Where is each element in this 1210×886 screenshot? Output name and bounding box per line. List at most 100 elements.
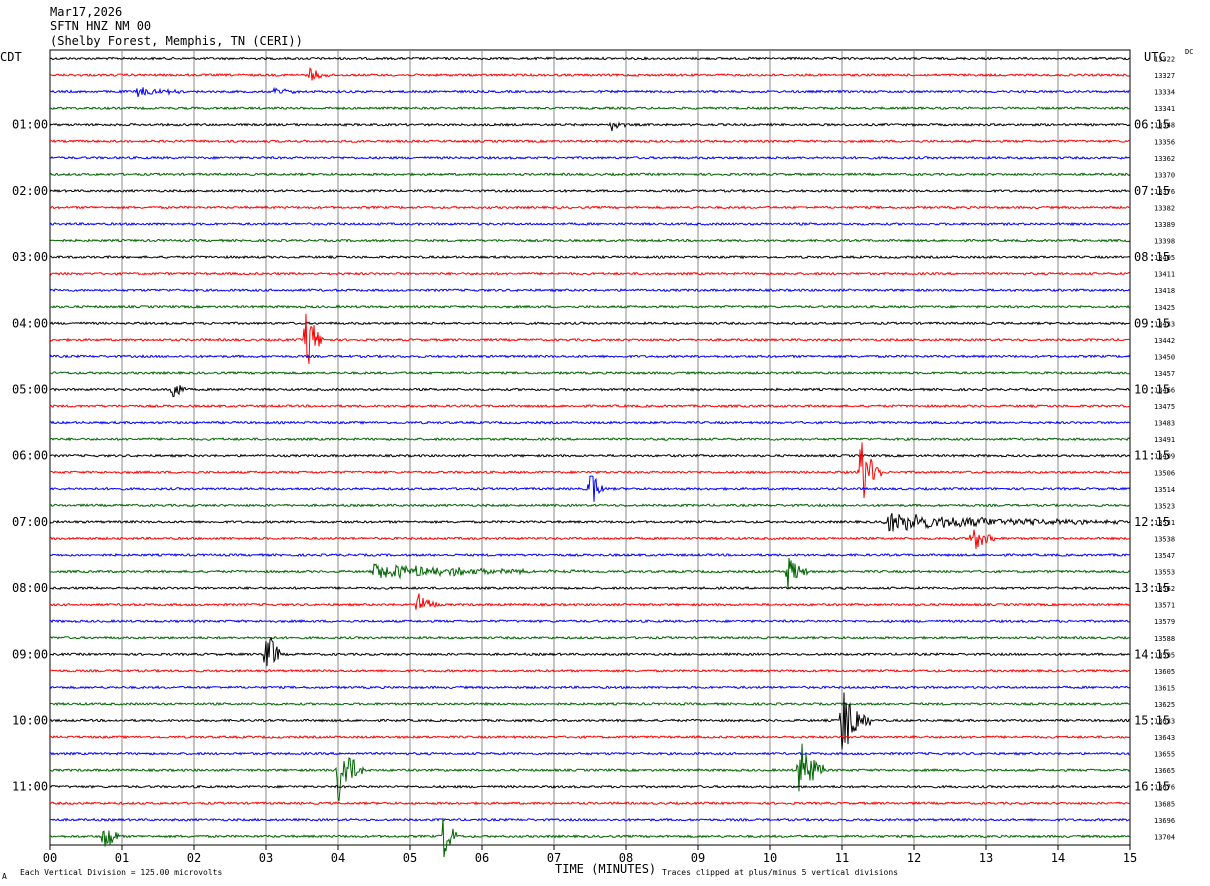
dc-offset-22: 13483 bbox=[1154, 420, 1175, 428]
right-hour-label-2: 08:15 bbox=[1134, 250, 1170, 264]
dc-offset-28: 13531 bbox=[1154, 519, 1175, 527]
x-tick-label-11: 11 bbox=[835, 851, 849, 865]
dc-offset-17: 13442 bbox=[1154, 337, 1175, 345]
trace-39 bbox=[49, 701, 1131, 707]
right-hour-label-9: 15:15 bbox=[1134, 714, 1170, 728]
dc-offset-29: 13538 bbox=[1154, 535, 1175, 543]
dc-offset-3: 13341 bbox=[1154, 105, 1175, 113]
trace-5 bbox=[49, 139, 1131, 144]
dc-offset-32: 13562 bbox=[1154, 585, 1175, 593]
trace-28 bbox=[49, 513, 1131, 532]
dc-offset-12: 13405 bbox=[1154, 254, 1175, 262]
dc-offset-14: 13418 bbox=[1154, 287, 1175, 295]
trace-29 bbox=[49, 529, 1131, 550]
trace-44 bbox=[49, 784, 1131, 789]
trace-12 bbox=[49, 254, 1131, 260]
right-hour-label-7: 13:15 bbox=[1134, 581, 1170, 595]
dc-offset-27: 13523 bbox=[1154, 502, 1175, 510]
left-hour-label-6: 07:00 bbox=[12, 515, 48, 529]
right-hour-label-10: 16:15 bbox=[1134, 780, 1170, 794]
dc-offset-41: 13643 bbox=[1154, 734, 1175, 742]
left-hour-label-1: 02:00 bbox=[12, 184, 48, 198]
x-tick-label-02: 02 bbox=[187, 851, 201, 865]
x-tick-label-09: 09 bbox=[691, 851, 705, 865]
dc-offset-34: 13579 bbox=[1154, 618, 1175, 626]
trace-47 bbox=[49, 818, 1131, 858]
x-tick-label-08: 08 bbox=[619, 851, 633, 865]
dc-offset-13: 13411 bbox=[1154, 271, 1175, 279]
scale-note: Each Vertical Division = 125.00 microvol… bbox=[20, 868, 223, 877]
trace-26 bbox=[49, 475, 1131, 502]
trace-16 bbox=[49, 321, 1131, 326]
trace-1 bbox=[49, 67, 1131, 81]
trace-32 bbox=[49, 585, 1131, 591]
trace-42 bbox=[49, 751, 1131, 756]
x-tick-label-07: 07 bbox=[547, 851, 561, 865]
trace-41 bbox=[49, 734, 1131, 740]
trace-46 bbox=[49, 817, 1131, 822]
trace-31 bbox=[50, 557, 1131, 590]
minute-gridlines bbox=[49, 50, 1131, 850]
dc-offset-6: 13362 bbox=[1154, 155, 1175, 163]
x-tick-label-03: 03 bbox=[259, 851, 273, 865]
seismic-traces bbox=[49, 56, 1131, 858]
dc-offset-18: 13450 bbox=[1154, 353, 1175, 361]
dc-offset-37: 13605 bbox=[1154, 668, 1175, 676]
x-tick-label-01: 01 bbox=[115, 851, 129, 865]
clip-note: Traces clipped at plus/minus 5 vertical … bbox=[662, 868, 899, 877]
dc-offset-16: 13433 bbox=[1154, 320, 1175, 328]
x-tick-label-13: 13 bbox=[979, 851, 993, 865]
dc-offset-43: 13665 bbox=[1154, 767, 1175, 775]
dc-offset-42: 13655 bbox=[1154, 751, 1175, 759]
right-hour-label-4: 10:15 bbox=[1134, 383, 1170, 397]
right-hour-label-3: 09:15 bbox=[1134, 316, 1170, 330]
trace-36 bbox=[49, 636, 1131, 667]
dc-offset-46: 13696 bbox=[1154, 817, 1175, 825]
trace-18 bbox=[49, 354, 1131, 359]
dc-offset-7: 13370 bbox=[1154, 171, 1175, 179]
trace-8 bbox=[49, 188, 1131, 194]
dc-offset-31: 13553 bbox=[1154, 569, 1175, 577]
left-hour-label-4: 05:00 bbox=[12, 383, 48, 397]
trace-11 bbox=[49, 238, 1131, 243]
trace-27 bbox=[49, 503, 1131, 508]
trace-21 bbox=[49, 403, 1131, 409]
dc-offset-20: 13466 bbox=[1154, 387, 1175, 395]
dc-offset-8: 13376 bbox=[1154, 188, 1175, 196]
dc-offset-36: 13595 bbox=[1154, 651, 1175, 659]
left-hour-label-3: 04:00 bbox=[12, 316, 48, 330]
trace-35 bbox=[49, 635, 1131, 640]
plot-frame bbox=[49, 49, 1131, 846]
trace-0 bbox=[49, 56, 1131, 61]
dc-offset-39: 13625 bbox=[1154, 701, 1175, 709]
station-code: SFTN HNZ NM 00 bbox=[50, 19, 152, 33]
trace-43 bbox=[49, 743, 1131, 801]
dc-offset-9: 13382 bbox=[1154, 204, 1175, 212]
dc-offset-25: 13506 bbox=[1154, 469, 1175, 477]
trace-9 bbox=[49, 205, 1131, 210]
left-hour-label-9: 10:00 bbox=[12, 714, 48, 728]
trace-38 bbox=[49, 685, 1131, 690]
trace-37 bbox=[49, 668, 1131, 674]
trace-34 bbox=[49, 619, 1131, 624]
trace-22 bbox=[50, 420, 1131, 425]
right-timezone-label: UTC bbox=[1144, 50, 1166, 64]
left-timezone-label: CDT bbox=[0, 50, 22, 64]
dc-offset-11: 13398 bbox=[1154, 238, 1175, 246]
trace-14 bbox=[49, 288, 1131, 293]
right-hour-label-8: 14:15 bbox=[1134, 647, 1170, 661]
trace-13 bbox=[49, 271, 1131, 276]
right-hour-label-6: 12:15 bbox=[1134, 515, 1170, 529]
trace-40 bbox=[49, 692, 1131, 750]
dc-offset-47: 13704 bbox=[1154, 833, 1175, 841]
dc-offset-38: 13615 bbox=[1154, 684, 1175, 692]
left-hour-label-7: 08:00 bbox=[12, 581, 48, 595]
dc-offset-5: 13356 bbox=[1154, 138, 1175, 146]
trace-25 bbox=[49, 442, 1131, 499]
x-axis-title: TIME (MINUTES) bbox=[555, 862, 657, 876]
x-tick-label-10: 10 bbox=[763, 851, 777, 865]
right-hour-label-0: 06:15 bbox=[1134, 118, 1170, 132]
dc-offset-21: 13475 bbox=[1154, 403, 1175, 411]
dc-offset-19: 13457 bbox=[1154, 370, 1175, 378]
